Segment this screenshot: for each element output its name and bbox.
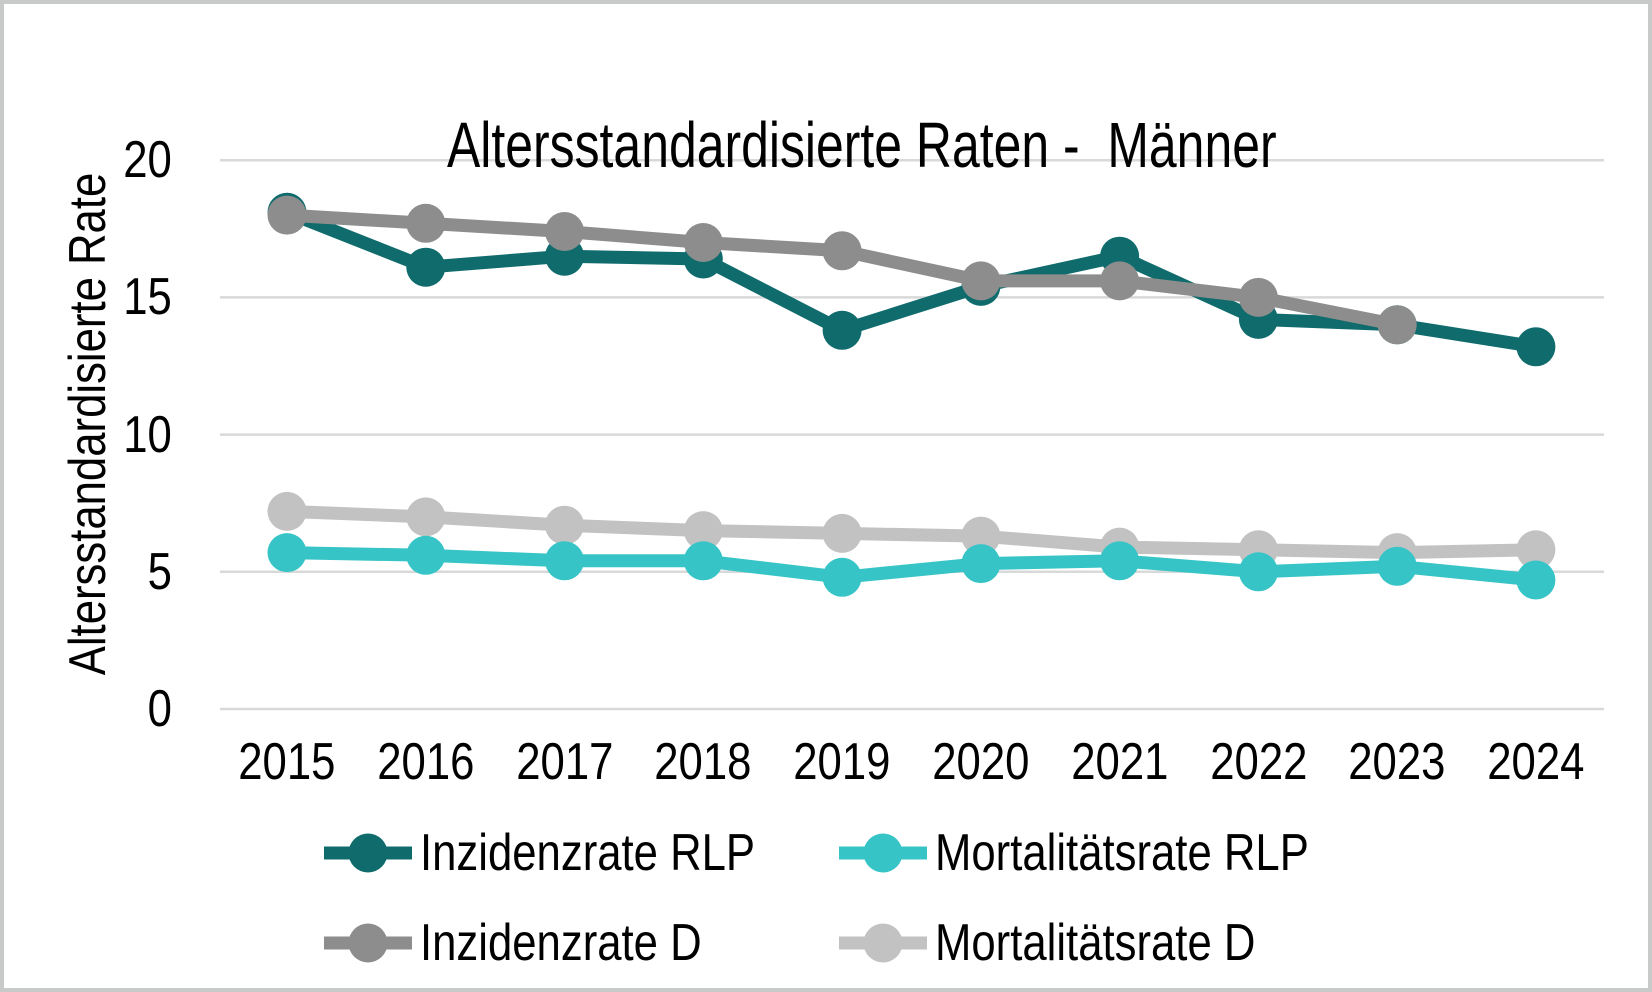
legend-dot [348,833,388,873]
x-tick-label-2017: 2017 [455,734,675,790]
y-tick-label-0: 0 [4,680,172,738]
data-point-marker [961,544,1001,584]
y-tick-label-15: 15 [4,268,172,327]
chart-title-text: Altersstandardisierte Raten - Männer [446,109,1277,182]
series-line [286,504,1537,560]
data-point-marker [267,195,307,235]
data-point-marker [822,231,862,271]
series-lines [267,192,1556,600]
x-tick-text: 2017 [515,733,614,791]
x-tick-text: 2019 [793,733,891,791]
x-tick-text: 2023 [1348,733,1446,791]
data-point-marker [961,261,1001,301]
data-point-marker [683,541,723,581]
x-tick-text: 2021 [1071,733,1169,791]
y-tick-text: 0 [147,680,172,738]
data-point-marker [267,533,307,573]
data-point-marker [1516,530,1556,570]
data-point-marker [822,557,862,597]
data-point-marker [1238,552,1278,592]
legend-item-Inzidenzrate D: Inzidenzrate D [322,914,755,972]
x-tick-text: 2020 [932,733,1030,791]
data-point-marker [1516,327,1556,367]
y-tick-text: 10 [123,405,172,464]
x-tick-label-2019: 2019 [732,734,952,790]
data-point-marker [1516,560,1556,600]
data-point-marker [683,223,723,262]
data-point-marker [961,516,1001,556]
data-point-marker [545,541,584,581]
series-line [286,546,1537,587]
x-tick-label-2024: 2024 [1426,734,1646,790]
x-tick-text: 2015 [238,733,336,791]
data-point-marker [1238,277,1278,317]
x-tick-label-2022: 2022 [1148,734,1368,790]
y-tick-text: 20 [123,131,172,190]
data-point-marker [683,511,723,551]
data-point-marker [406,247,446,287]
series-Mortalitätsrate RLP [267,533,1556,600]
legend-item-Mortalitätsrate D: Mortalitätsrate D [837,914,1316,972]
series-line [284,206,1537,354]
data-point-marker [1100,541,1140,581]
legend-label: Mortalitätsrate RLP [935,824,1309,882]
data-point-marker [545,212,584,251]
x-tick-label-2015: 2015 [177,734,397,790]
plot-area [220,158,1604,711]
data-point-marker [1377,305,1417,345]
legend-dot [863,923,903,963]
data-point-marker [267,491,307,531]
x-tick-label-2020: 2020 [871,734,1091,790]
y-tick-label-5: 5 [4,542,172,601]
data-point-marker [822,513,862,553]
x-tick-text: 2024 [1487,733,1585,791]
data-point-marker [406,497,446,537]
x-tick-label-2021: 2021 [1010,734,1230,790]
data-point-marker [822,310,862,350]
legend-marker-icon [839,833,927,873]
x-tick-label-2016: 2016 [316,734,536,790]
chart-title: Altersstandardisierte Raten - Männer [4,40,1648,251]
x-tick-label-2018: 2018 [593,734,813,790]
data-point-marker [1377,546,1417,586]
x-tick-text: 2016 [377,733,475,791]
legend-label: Inzidenzrate D [420,914,702,972]
data-point-marker [406,535,446,575]
legend-marker-icon [839,923,927,963]
legend-dot [863,833,903,873]
legend-marker-icon [324,923,412,963]
y-tick-text: 15 [123,268,172,327]
data-point-marker [1100,261,1140,301]
legend-marker-icon [324,833,412,873]
legend-label: Inzidenzrate RLP [420,824,756,882]
x-tick-label-2023: 2023 [1287,734,1507,790]
series-Inzidenzrate D [267,195,1417,345]
legend-label: Mortalitätsrate D [935,914,1256,972]
data-point-marker [406,203,446,243]
legend-dot [348,923,388,963]
x-tick-text: 2018 [654,733,752,791]
y-tick-text: 5 [147,542,172,601]
x-tick-text: 2022 [1209,733,1307,791]
y-tick-label-20: 20 [4,131,172,190]
legend-item-Inzidenzrate RLP: Inzidenzrate RLP [322,824,819,882]
y-tick-label-10: 10 [4,405,172,464]
legend-item-Mortalitätsrate RLP: Mortalitätsrate RLP [837,824,1380,882]
data-point-marker [545,505,584,545]
